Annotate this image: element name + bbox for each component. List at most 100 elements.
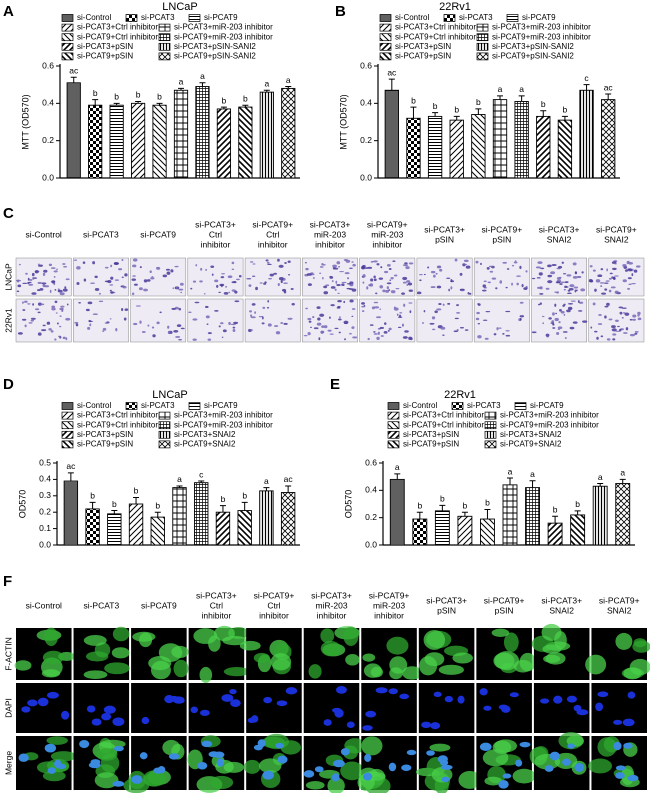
column-header: Ctrl	[209, 229, 222, 239]
actin	[629, 658, 650, 676]
cell	[179, 282, 184, 286]
cell	[370, 278, 374, 282]
cell	[622, 279, 627, 283]
cell	[204, 305, 209, 309]
cell	[304, 262, 307, 264]
cell	[619, 311, 623, 315]
micrograph	[73, 257, 129, 297]
cell	[221, 284, 223, 288]
column-header: inhibitor	[258, 239, 288, 249]
cell	[28, 283, 34, 286]
cell	[17, 284, 22, 288]
cell	[323, 285, 328, 289]
cell	[612, 338, 616, 341]
cell	[319, 266, 324, 268]
cell	[569, 326, 575, 330]
chart-title: 22Rv1	[444, 389, 476, 401]
cell	[234, 290, 238, 294]
cell	[635, 265, 641, 268]
cell	[94, 275, 98, 279]
error-bar	[92, 99, 99, 106]
cell	[487, 281, 491, 284]
cell	[337, 305, 341, 308]
cell	[379, 326, 385, 330]
significance-label: ac	[604, 82, 614, 92]
cell	[375, 292, 378, 295]
cell	[361, 266, 366, 270]
nucleus	[336, 685, 347, 694]
legend-swatch	[61, 402, 74, 410]
column-header: inhibitor	[317, 610, 347, 620]
legend-label: si-PCAT9+miR-203 inhibitor	[174, 420, 273, 429]
cell	[170, 269, 174, 273]
cell	[632, 318, 637, 321]
cell	[482, 319, 488, 321]
legend-swatch	[379, 23, 392, 32]
panel-label: B	[335, 3, 346, 20]
cell	[252, 263, 256, 265]
error-bar	[70, 76, 77, 83]
cell	[330, 286, 336, 289]
cell	[131, 278, 137, 281]
cell	[572, 276, 578, 279]
actin	[83, 670, 108, 680]
cell	[351, 326, 355, 330]
nucleus	[346, 721, 355, 728]
significance-label: b	[411, 95, 416, 105]
cell	[557, 328, 561, 331]
cell	[631, 282, 636, 285]
cell	[502, 261, 508, 264]
cell	[465, 265, 471, 269]
cell	[459, 272, 463, 276]
cell	[192, 338, 197, 341]
cell	[347, 277, 349, 280]
significance-label: a	[200, 71, 205, 81]
cell	[573, 286, 579, 289]
cell	[541, 315, 545, 318]
significance-label: a	[508, 466, 513, 476]
cell	[36, 289, 41, 292]
cell	[188, 311, 192, 314]
cell	[464, 263, 468, 266]
cell	[307, 332, 311, 336]
cell	[249, 329, 254, 331]
nucleus	[623, 742, 633, 749]
cell	[200, 267, 203, 271]
actin	[123, 778, 150, 793]
cell	[362, 274, 366, 278]
column-header: Ctrl	[266, 229, 279, 239]
cell	[617, 325, 620, 328]
cell	[40, 303, 45, 306]
cell	[456, 312, 461, 314]
nucleus	[444, 695, 453, 703]
cell	[386, 282, 392, 285]
cell	[87, 326, 91, 330]
cell	[423, 273, 426, 276]
cell	[60, 305, 65, 308]
cell	[339, 316, 341, 319]
cell	[634, 332, 638, 335]
cell	[251, 303, 256, 306]
cell	[434, 310, 438, 314]
actin	[85, 651, 109, 662]
error-bar	[416, 511, 423, 520]
nucleus	[401, 764, 412, 771]
cell	[462, 263, 466, 267]
cell	[561, 261, 564, 264]
micrograph	[73, 298, 129, 343]
error-bar	[507, 477, 513, 485]
nucleus	[263, 696, 272, 704]
cell	[59, 292, 65, 296]
nucleus	[437, 755, 448, 763]
cell	[386, 286, 389, 290]
cell	[323, 291, 329, 295]
legend-label: si-PCAT3+pSIN-SANI2	[492, 42, 574, 51]
cell	[390, 290, 396, 294]
cell	[485, 311, 491, 313]
cell	[574, 289, 577, 293]
column-header: inhibitor	[372, 239, 402, 249]
cell	[552, 312, 555, 316]
cell	[499, 280, 503, 284]
nucleus	[502, 773, 512, 779]
